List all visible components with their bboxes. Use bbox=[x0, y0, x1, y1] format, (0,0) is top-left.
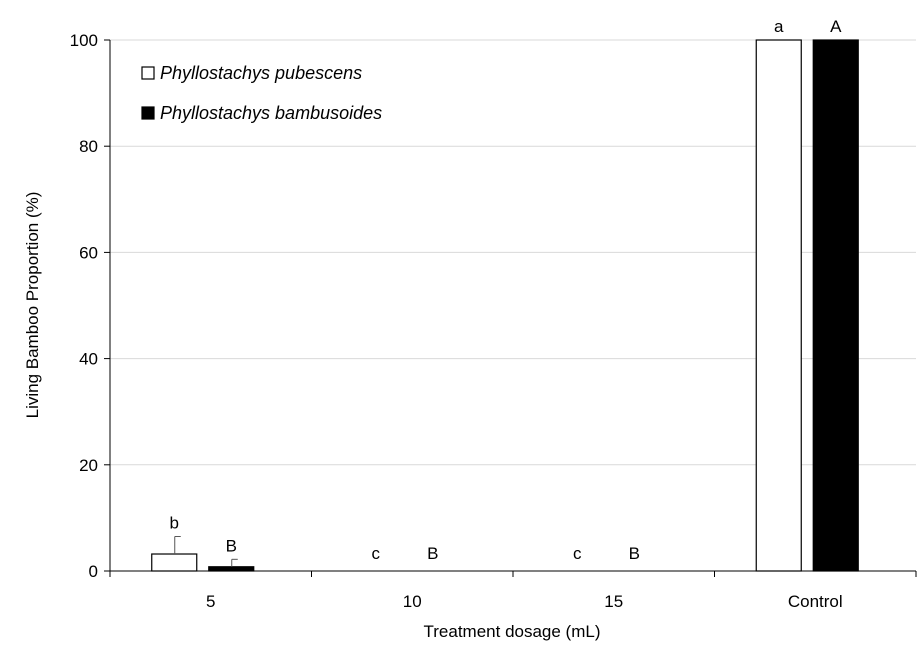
x-tick-label: Control bbox=[788, 592, 843, 611]
y-axis-title: Living Bamboo Proportion (%) bbox=[23, 192, 42, 419]
x-tick-label: 15 bbox=[604, 592, 623, 611]
axes: 0 20 40 60 80 100 5 10 15 Control bbox=[70, 31, 917, 611]
y-tick-label: 40 bbox=[79, 350, 98, 369]
bar bbox=[208, 566, 255, 572]
x-tick-label: 5 bbox=[206, 592, 215, 611]
y-tick-label: 100 bbox=[70, 31, 98, 50]
significance-label: A bbox=[830, 17, 842, 36]
y-tick-label: 60 bbox=[79, 243, 98, 262]
bar bbox=[755, 39, 802, 572]
bars bbox=[151, 39, 859, 572]
significance-label: c bbox=[372, 544, 381, 563]
legend-label-bambusoides: Phyllostachys bambusoides bbox=[160, 103, 382, 123]
significance-labels: b c c a B B B A bbox=[170, 17, 843, 563]
y-tick-label: 20 bbox=[79, 456, 98, 475]
significance-label: a bbox=[774, 17, 784, 36]
legend: Phyllostachys pubescens Phyllostachys ba… bbox=[141, 63, 382, 123]
legend-label-pubescens: Phyllostachys pubescens bbox=[160, 63, 362, 83]
significance-label: b bbox=[170, 513, 179, 532]
significance-label: B bbox=[629, 544, 640, 563]
x-tick-label: 10 bbox=[403, 592, 422, 611]
bar bbox=[151, 553, 198, 572]
x-axis-title: Treatment dosage (mL) bbox=[424, 622, 601, 641]
y-tick-label: 0 bbox=[89, 562, 98, 581]
significance-label: B bbox=[427, 544, 438, 563]
legend-swatch-bambusoides bbox=[141, 106, 155, 120]
significance-label: c bbox=[573, 544, 582, 563]
bar bbox=[812, 39, 859, 572]
legend-swatch-pubescens bbox=[141, 66, 155, 80]
y-tick-label: 80 bbox=[79, 137, 98, 156]
significance-label: B bbox=[226, 536, 237, 555]
